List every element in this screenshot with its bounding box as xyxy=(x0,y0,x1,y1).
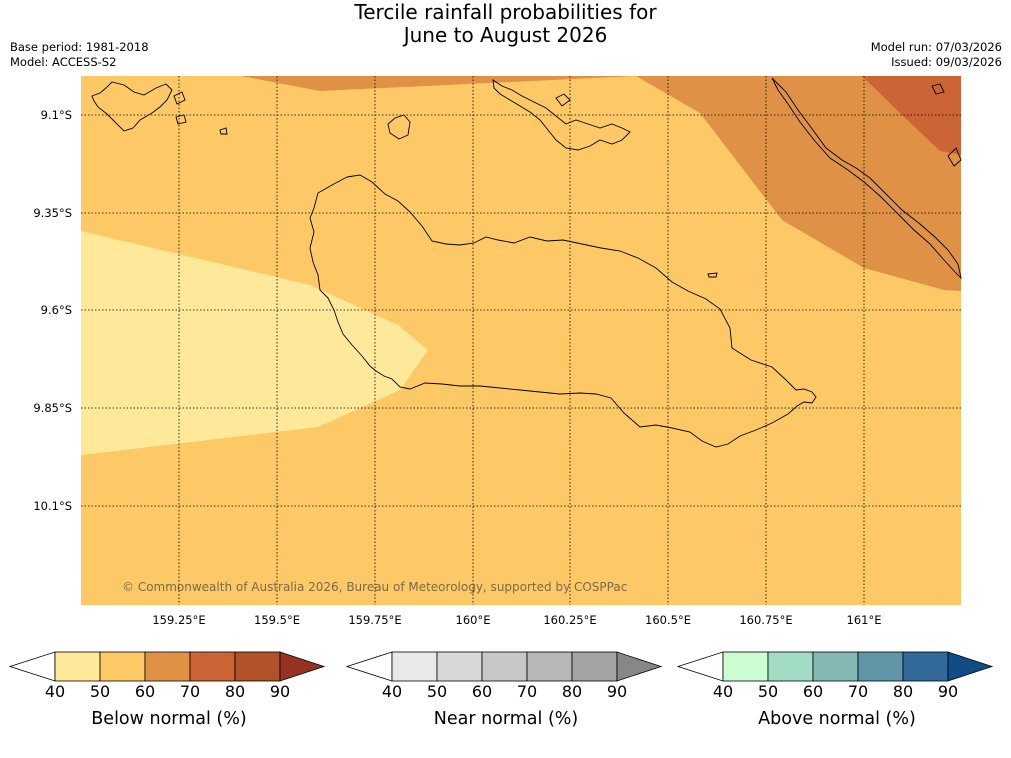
probability-40-50-area xyxy=(81,231,428,455)
colorbar-swatch xyxy=(526,651,573,682)
colorbar-swatch xyxy=(812,651,859,682)
longitude-label: 160°E xyxy=(455,613,491,627)
colorbar-tick: 40 xyxy=(712,682,734,701)
east-islet-a-coastline xyxy=(931,83,945,95)
colorbar-swatch xyxy=(99,651,146,682)
colorbar-over-extension xyxy=(279,651,326,682)
latitude-label: 10.1°S xyxy=(33,499,72,513)
base-period-text: Base period: 1981-2018 xyxy=(10,40,149,54)
colorbar-tick: 40 xyxy=(44,682,66,701)
north-round-island-coastline xyxy=(387,114,411,140)
northeast-island-coastline xyxy=(771,77,962,280)
northwest-island-coastline xyxy=(91,81,173,132)
colorbar-over-extension xyxy=(616,651,663,682)
latitude-label: 9.35°S xyxy=(33,206,72,220)
graticule xyxy=(81,76,961,605)
colorbar-tick: 90 xyxy=(937,682,959,701)
below-normal-colorbar: 40 50 60 70 80 90 Below normal (%) xyxy=(9,648,329,748)
latitude-label: 9.85°S xyxy=(33,401,72,415)
near-normal-colorbar-swatches xyxy=(346,651,663,682)
latitude-label: 9.6°S xyxy=(40,303,72,317)
coastline xyxy=(91,77,962,448)
metadata-left: Base period: 1981-2018 Model: ACCESS-S2 xyxy=(10,40,149,70)
colorbar-swatch xyxy=(234,651,281,682)
above-normal-colorbar-title: Above normal (%) xyxy=(758,709,916,729)
colorbar-swatch xyxy=(189,651,236,682)
model-text: Model: ACCESS-S2 xyxy=(10,55,117,69)
colorbar-swatch xyxy=(571,651,618,682)
latitude-label: 9.1°S xyxy=(40,108,72,122)
colorbar-tick: 80 xyxy=(224,682,246,701)
probability-map xyxy=(81,76,962,605)
northwest-islet-b-coastline xyxy=(175,114,187,125)
northwest-islet-c-coastline xyxy=(219,127,228,135)
colorbar-tick: 70 xyxy=(179,682,201,701)
north-islet-coastline xyxy=(555,93,571,107)
above-normal-colorbar: 40 50 60 70 80 90 Above normal (%) xyxy=(677,648,997,748)
map-title-line-1: Tercile rainfall probabilities for xyxy=(354,0,657,24)
colorbar-swatch xyxy=(436,651,483,682)
near-normal-colorbar-title: Near normal (%) xyxy=(433,709,579,729)
longitude-label: 159.75°E xyxy=(348,613,402,627)
probability-60-70-area xyxy=(241,76,961,291)
colorbar-swatch xyxy=(722,651,769,682)
colorbar-over-extension xyxy=(947,651,994,682)
colorbar-swatch xyxy=(767,651,814,682)
colorbar-tick: 50 xyxy=(89,682,111,701)
metadata-right: Model run: 07/03/2026 Issued: 09/03/2026 xyxy=(871,40,1002,70)
colorbar-tick: 50 xyxy=(426,682,448,701)
colorbar-tick: 90 xyxy=(269,682,291,701)
colorbar-tick: 80 xyxy=(892,682,914,701)
map-title-line-2: June to August 2026 xyxy=(403,23,608,47)
north-island-group-coastline xyxy=(492,79,631,151)
above-normal-colorbar-swatches xyxy=(677,651,994,682)
probability-70-80-area xyxy=(862,76,961,155)
colorbar-swatch xyxy=(54,651,101,682)
colorbar-tick: 60 xyxy=(471,682,493,701)
central-islet-coastline xyxy=(707,272,718,278)
copyright-credit: © Commonwealth of Australia 2026, Bureau… xyxy=(122,580,628,594)
colorbar-swatch xyxy=(481,651,528,682)
probability-fields xyxy=(81,76,961,605)
longitude-label: 159.25°E xyxy=(152,613,206,627)
colorbar-swatch xyxy=(902,651,949,682)
colorbar-tick: 50 xyxy=(757,682,779,701)
colorbar-tick: 60 xyxy=(134,682,156,701)
main-island-coastline xyxy=(309,174,817,448)
colorbar-swatch xyxy=(857,651,904,682)
colorbar-tick: 60 xyxy=(802,682,824,701)
model-run-text: Model run: 07/03/2026 xyxy=(870,40,1002,54)
longitude-label: 161°E xyxy=(846,613,882,627)
longitude-label: 160.25°E xyxy=(543,613,597,627)
near-normal-colorbar: 40 50 60 70 80 90 Near normal (%) xyxy=(346,648,666,748)
longitude-label: 160.5°E xyxy=(645,613,691,627)
colorbar-swatch xyxy=(391,651,438,682)
northwest-islet-a-coastline xyxy=(173,91,186,105)
longitude-label: 160.75°E xyxy=(739,613,793,627)
colorbar-under-extension xyxy=(677,651,724,682)
colorbar-tick: 40 xyxy=(381,682,403,701)
colorbar-under-extension xyxy=(9,651,56,682)
colorbar-under-extension xyxy=(346,651,393,682)
longitude-label: 159.5°E xyxy=(254,613,300,627)
colorbar-tick: 90 xyxy=(606,682,628,701)
below-normal-colorbar-swatches xyxy=(9,651,326,682)
colorbar-swatch xyxy=(144,651,191,682)
east-islet-b-coastline xyxy=(947,147,962,167)
colorbar-tick: 80 xyxy=(561,682,583,701)
below-normal-colorbar-title: Below normal (%) xyxy=(91,709,247,729)
colorbar-tick: 70 xyxy=(516,682,538,701)
issued-text: Issued: 09/03/2026 xyxy=(891,55,1002,69)
colorbar-tick: 70 xyxy=(847,682,869,701)
